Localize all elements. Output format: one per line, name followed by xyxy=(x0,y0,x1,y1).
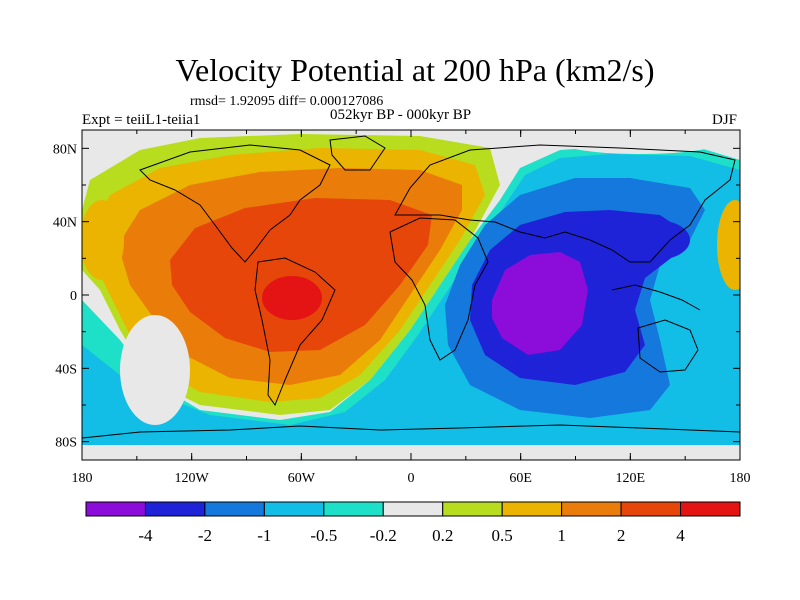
map-title: Velocity Potential at 200 hPa (km2/s) xyxy=(175,52,655,88)
experiment-label: Expt = teiiL1-teiia1 xyxy=(82,112,201,128)
contour-east-lobe xyxy=(717,200,740,290)
colorbar-swatch xyxy=(680,501,741,517)
colorbar-label: -1 xyxy=(257,526,271,545)
lon-tick-label: 0 xyxy=(408,471,415,486)
colorbar-swatch xyxy=(85,501,146,517)
colorbar-swatch xyxy=(263,501,325,517)
lon-tick-label: 120E xyxy=(616,471,646,486)
lat-tick-label: 80S xyxy=(55,436,77,451)
colorbar-swatch xyxy=(323,501,384,517)
colorbar-swatch xyxy=(501,501,563,517)
lat-tick-label: 40N xyxy=(53,216,77,231)
period-label: 052kyr BP - 000kyr BP xyxy=(330,107,472,123)
contour-south-neutral xyxy=(120,315,190,425)
colorbar-label: -2 xyxy=(198,526,212,545)
coast-south-america xyxy=(254,257,336,407)
lat-tick-label: 80N xyxy=(53,142,77,157)
colorbar-label: 0.5 xyxy=(492,526,513,545)
colorbar-label: 2 xyxy=(617,526,626,545)
colorbar-label: 1 xyxy=(557,526,566,545)
contour-west-lobe xyxy=(82,200,124,280)
colorbar-label: -0.2 xyxy=(370,526,397,545)
longitude-axis: 180 120W 60W 0 60E 120E 180 xyxy=(72,130,751,486)
lon-tick-label: 180 xyxy=(730,471,751,486)
contour-band-pos-2 xyxy=(170,198,432,352)
contour-arctic-neutral xyxy=(560,130,720,154)
colorbar-label: -4 xyxy=(138,526,153,545)
contour-band-neg-4 xyxy=(492,252,588,355)
coast-australia xyxy=(637,319,699,373)
colorbar: -4 -2 -1 -0.5 -0.2 0.2 0.5 1 2 4 xyxy=(85,501,741,545)
coast-north-america xyxy=(139,144,331,263)
contour-band-neg-2-east xyxy=(622,220,690,260)
colorbar-label: 0.2 xyxy=(432,526,453,545)
lon-tick-label: 120W xyxy=(175,471,210,486)
lon-tick-label: 60E xyxy=(509,471,532,486)
colorbar-swatch xyxy=(144,501,206,517)
colorbar-swatch xyxy=(382,501,444,517)
coastlines xyxy=(82,135,740,439)
contour-fill xyxy=(82,130,740,460)
coast-antarctica xyxy=(82,424,740,439)
lon-tick-label: 60W xyxy=(288,471,316,486)
lat-tick-label: 0 xyxy=(70,289,77,304)
colorbar-label: -0.5 xyxy=(310,526,337,545)
lon-tick-label: 180 xyxy=(72,471,93,486)
coast-eurasia xyxy=(394,144,736,263)
lat-tick-label: 40S xyxy=(55,362,77,377)
colorbar-swatch xyxy=(442,501,503,517)
contour-band-pos-4 xyxy=(262,276,322,320)
season-label: DJF xyxy=(712,112,738,128)
colorbar-label: 4 xyxy=(676,526,685,545)
colorbar-swatch xyxy=(204,501,265,517)
coast-africa xyxy=(389,217,489,361)
coast-greenland xyxy=(329,135,386,171)
colorbar-swatch xyxy=(561,501,622,517)
colorbar-swatch xyxy=(620,501,682,517)
coast-maritime-continent xyxy=(611,284,701,311)
latitude-axis: 80N 40N 0 40S 80S xyxy=(53,142,740,451)
rmsd-diff-stats: rmsd= 1.92095 diff= 0.000127086 xyxy=(190,94,384,109)
